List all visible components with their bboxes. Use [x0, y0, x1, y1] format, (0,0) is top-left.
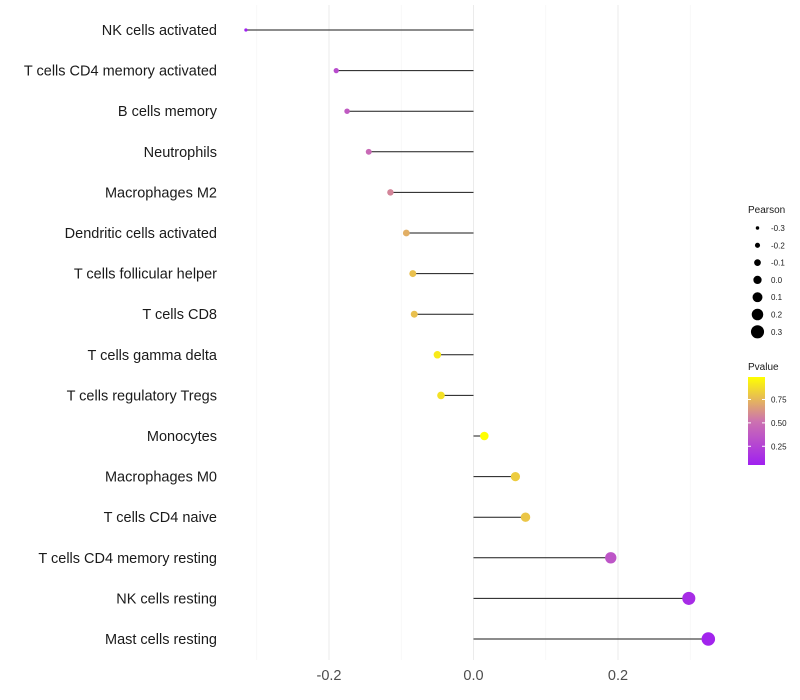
category-label: T cells CD4 memory activated: [24, 64, 217, 80]
category-label: Dendritic cells activated: [65, 226, 217, 242]
lollipop-point: [387, 189, 394, 196]
size-legend-label: 0.3: [771, 328, 783, 337]
lollipop-point: [402, 229, 410, 237]
size-legend-label: 0.0: [771, 276, 783, 285]
category-label: NK cells activated: [102, 23, 217, 39]
lollipop-point: [409, 270, 417, 278]
lollipop-stems: [245, 29, 709, 640]
category-label: NK cells resting: [116, 591, 217, 607]
category-label: T cells gamma delta: [88, 348, 218, 364]
x-tick-label: 0.0: [463, 668, 483, 684]
lollipop-point: [605, 552, 617, 564]
category-label: T cells CD4 memory resting: [38, 551, 217, 567]
color-legend-label: 0.25: [771, 442, 787, 451]
size-legend-key: [750, 325, 765, 339]
size-legend-key: [754, 259, 761, 266]
color-legend-label: 0.75: [771, 395, 787, 404]
x-tick-label: -0.2: [317, 668, 342, 684]
category-label: Mast cells resting: [105, 632, 217, 648]
lollipop-point: [437, 391, 445, 400]
category-label: Macrophages M0: [105, 470, 217, 486]
size-legend-key: [753, 275, 762, 285]
size-legend-label: 0.2: [771, 311, 783, 320]
lollipop-point: [244, 28, 248, 32]
x-axis-labels: -0.2 0.0 0.2: [317, 668, 629, 684]
category-label: B cells memory: [118, 104, 218, 120]
color-legend: Pvalue 0.25 0.50 0.75: [748, 362, 787, 465]
category-label: T cells CD4 naive: [104, 510, 217, 526]
category-label: T cells CD8: [142, 307, 217, 323]
size-legend-key: [751, 308, 764, 321]
grid: [256, 5, 691, 660]
category-label: Neutrophils: [144, 145, 217, 161]
lollipop-point: [433, 351, 442, 359]
color-legend-label: 0.50: [771, 419, 787, 428]
category-label: T cells regulatory Tregs: [67, 388, 217, 404]
y-axis-labels: NK cells activated T cells CD4 memory act…: [24, 23, 218, 648]
lollipop-point: [410, 310, 418, 318]
size-legend: Pearson -0.3 -0.2 -0.1 0.0 0.1 0.2 0.3: [748, 205, 785, 339]
category-label: Monocytes: [147, 429, 217, 445]
size-legend-key: [754, 242, 761, 248]
x-tick-label: 0.2: [608, 668, 628, 684]
lollipop-point: [480, 431, 489, 441]
category-label: Macrophages M2: [105, 185, 217, 201]
lollipop-point: [510, 471, 521, 482]
size-legend-label: -0.1: [771, 259, 785, 268]
lollipop-point: [701, 632, 716, 646]
lollipop-points: [244, 28, 716, 646]
size-legend-label: 0.1: [771, 293, 783, 302]
size-legend-key: [752, 292, 763, 303]
size-legend-label: -0.3: [771, 224, 785, 233]
size-legend-title: Pearson: [748, 205, 785, 216]
category-label: T cells follicular helper: [74, 267, 217, 283]
color-legend-title: Pvalue: [748, 362, 779, 373]
lollipop-point: [365, 148, 372, 155]
lollipop-point: [333, 67, 339, 74]
size-legend-label: -0.2: [771, 241, 785, 250]
lollipop-point: [344, 108, 350, 114]
lollipop-point: [682, 591, 696, 605]
lollipop-point: [520, 512, 531, 522]
size-legend-key: [755, 226, 760, 230]
color-legend-bar: [748, 377, 765, 465]
